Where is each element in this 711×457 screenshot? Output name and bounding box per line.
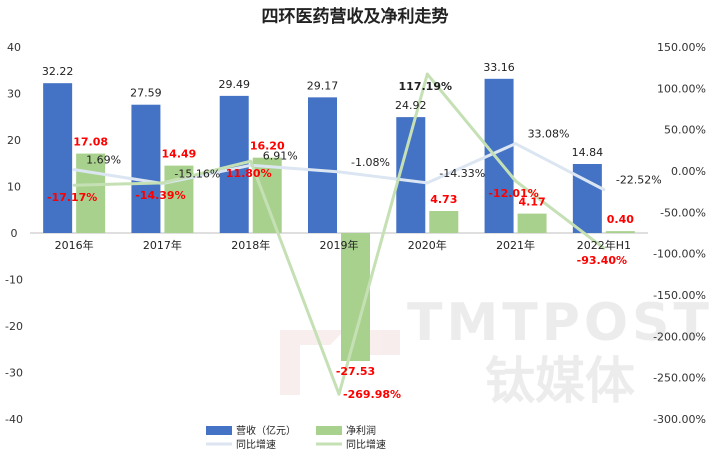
category-label: 2016年 [55,238,94,252]
revenue-growth-label: 1.69% [86,154,121,167]
legend-swatch [206,426,232,435]
legend-label: 同比增速 [236,438,276,451]
right-tick-label: -150.00% [653,289,706,302]
revenue-label: 33.16 [483,61,515,74]
net-profit-label: 16.20 [250,140,285,153]
value-labels: 32.22 27.59 29.49 29.17 24.92 33.16 14.84 17.08… [42,61,662,401]
profit-growth-point [337,392,341,396]
profit-growth-point [72,183,76,187]
profit-growth-label: 11.80% [226,167,272,180]
revenue-label: 24.92 [395,99,427,112]
left-axis: 40 30 20 10 0 -10 -20 -30 -40 [5,41,23,426]
revenue-growth-label: 33.08% [528,128,570,141]
revenue-bar [308,97,337,233]
legend-label: 净利润 [346,424,376,437]
profit-growth-point [514,179,518,183]
watermark-text: TMTPOST [407,293,711,353]
revenue-label: 29.49 [218,78,250,91]
profit-growth-label: -14.39% [135,189,185,202]
left-tick-label: 0 [11,227,18,240]
profit-growth-label: 117.19% [399,80,452,93]
legend-label: 同比增速 [346,438,386,451]
right-tick-label: 150.00% [657,41,706,54]
category-label: 2021年 [496,238,535,252]
profit-growth-label: -12.01% [488,187,538,200]
watermark-brand: 钛媒体 [485,352,635,410]
revenue-growth-label: -22.52% [616,174,662,187]
revenue-growth-point [337,170,341,174]
left-tick-label: -20 [5,320,23,333]
left-tick-label: -10 [5,274,23,287]
revenue-growth-label: -15.16% [174,168,220,181]
profit-growth-point [249,159,253,163]
legend-label: 营收（亿元） [236,424,296,437]
profit-growth-point [160,181,164,185]
profit-growth-point [425,72,429,76]
profit-growth-label: -93.40% [577,254,627,267]
category-label: 2019年 [320,238,359,252]
left-tick-label: -40 [5,413,23,426]
left-tick-label: 30 [7,88,21,101]
category-label: 2018年 [231,238,270,252]
revenue-label: 29.17 [307,79,339,92]
profit-growth-label: -269.98% [343,388,401,401]
net-profit-bar [429,211,459,233]
net-profit-bar [252,157,282,233]
revenue-growth-label: -14.33% [439,167,485,180]
net-profit-label: -27.53 [336,365,375,378]
left-tick-label: 10 [7,181,21,194]
revenue-label: 14.84 [572,146,604,159]
revenue-growth-point [514,142,518,146]
profit-growth-label: -17.17% [47,191,97,204]
category-label: 2017年 [143,238,182,252]
revenue-label: 27.59 [130,87,162,100]
chart-title: 四环医药营收及净利走势 [262,6,449,27]
lines [72,72,606,396]
right-tick-label: 0.00% [671,165,706,178]
revenue-bar [43,83,73,233]
right-axis: 150.00% 100.00% 50.00% 0.00% -50.00% -100.00%… [653,41,706,426]
revenue-growth-point [425,181,429,185]
net-profit-bar [517,213,547,233]
category-labels: 2016年 2017年 2018年 2019年 2020年 2021年 2022年H1 [55,238,631,252]
revenue-growth-point [72,168,76,172]
left-tick-label: 20 [7,134,21,147]
profit-growth-point [602,246,606,250]
net-profit-bar [605,231,635,233]
category-label: 2020年 [408,238,447,252]
revenue-bar [131,104,161,233]
legend-swatch [316,426,342,435]
right-tick-label: -250.00% [653,372,706,385]
right-tick-label: 100.00% [657,82,706,95]
category-label: 2022年H1 [577,238,631,252]
net-profit-label: 17.08 [73,136,108,149]
net-profit-label: 4.73 [430,193,457,206]
right-tick-label: -100.00% [653,248,706,261]
right-tick-label: -50.00% [660,206,706,219]
revenue-growth-label: -1.08% [351,156,390,169]
net-profit-label: 0.40 [607,213,634,226]
right-tick-label: 50.00% [664,124,706,137]
right-tick-label: -300.00% [653,413,706,426]
revenue-growth-point [602,188,606,192]
net-profit-label: 14.49 [162,148,197,161]
net-profit-bar [76,153,106,233]
left-tick-label: -30 [5,367,23,380]
revenue-label: 32.22 [42,65,74,78]
left-tick-label: 40 [7,41,21,54]
net-profit-label: 4.17 [519,196,546,209]
right-tick-label: -200.00% [653,330,706,343]
revenue-growth-label: 6.91% [263,149,298,162]
